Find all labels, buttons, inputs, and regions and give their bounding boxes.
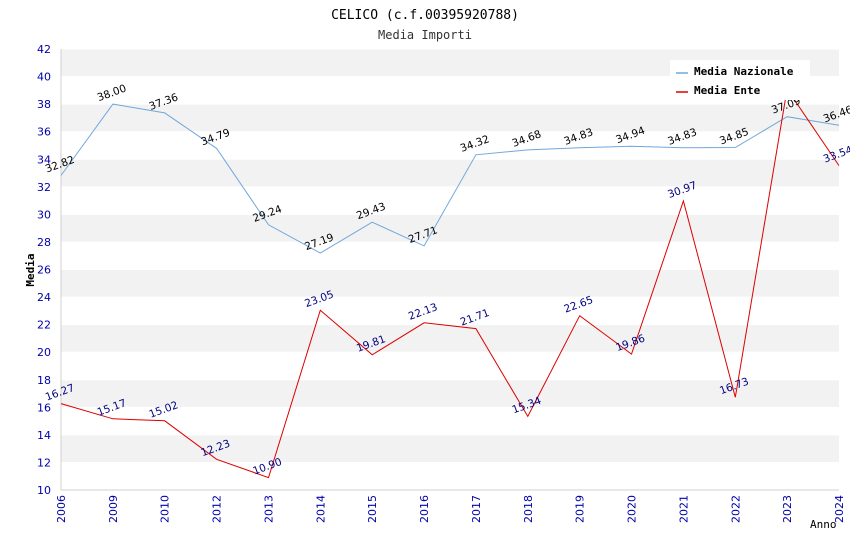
grid-band [61, 131, 839, 160]
x-tick-label: 2013 [262, 495, 275, 523]
grid-band [61, 407, 839, 435]
grid-band [61, 214, 839, 242]
y-tick-label: 18 [37, 374, 51, 387]
legend-label-media-ente: Media Ente [694, 84, 761, 97]
grid-band [61, 241, 839, 270]
series-line-media-ente [60, 87, 840, 479]
y-tick-label: 38 [37, 98, 51, 111]
grid-bands [61, 48, 839, 491]
grid-band [61, 352, 839, 380]
y-tick-label: 10 [37, 484, 51, 497]
x-tick-label: 2022 [729, 495, 742, 523]
y-tick-label: 36 [37, 126, 51, 139]
x-tick-label: 2024 [833, 495, 846, 523]
y-tick-label: 34 [37, 153, 51, 166]
x-tick-label: 2012 [211, 495, 224, 523]
legend-box [670, 60, 810, 100]
y-tick-label: 26 [37, 264, 51, 277]
grid-band [61, 159, 839, 187]
x-tick-label: 2019 [574, 495, 587, 523]
grid-band [61, 297, 839, 325]
x-tick-label: 2010 [159, 495, 172, 523]
x-tick-label: 2017 [470, 495, 483, 523]
y-tick-label: 28 [37, 236, 51, 249]
y-tick-label: 30 [37, 208, 51, 221]
y-tick-label: 32 [37, 181, 51, 194]
x-tick-label: 2023 [781, 495, 794, 523]
series-lines [60, 87, 840, 479]
y-tick-labels: 10 12 14 16 18 20 22 24 26 28 30 32 34 36 38 40 42 [37, 43, 51, 497]
x-tick-label: 2018 [522, 495, 535, 523]
grid-band [61, 379, 839, 408]
y-tick-label: 20 [37, 346, 51, 359]
axes [60, 49, 839, 491]
y-tick-label: 40 [37, 71, 51, 84]
y-tick-label: 22 [37, 319, 51, 332]
grid-band [61, 434, 839, 463]
legend-label-media-nazionale: Media Nazionale [694, 65, 794, 78]
x-tick-labels: 2006 2009 2010 2012 2013 2014 2015 2016 2017 2018… [55, 495, 846, 523]
x-tick-label: 2016 [418, 495, 431, 523]
y-tick-label: 14 [37, 429, 51, 442]
x-tick-label: 2020 [626, 495, 639, 523]
x-tick-label: 2015 [366, 495, 379, 523]
x-tick-label: 2021 [677, 495, 690, 523]
y-tick-label: 24 [37, 291, 51, 304]
chart-subtitle: Media Importi [378, 28, 472, 42]
chart-title: CELICO (c.f.00395920788) [331, 8, 519, 23]
grid-band [61, 324, 839, 353]
y-tick-label: 16 [37, 401, 51, 414]
grid-band [61, 462, 839, 490]
series-line-media-nazionale [60, 103, 840, 254]
x-tick-label: 2009 [107, 495, 120, 523]
x-tick-label: 2014 [314, 495, 327, 523]
x-axis-label: Anno [810, 518, 837, 531]
y-tick-label: 12 [37, 456, 51, 469]
y-tick-label: 42 [37, 43, 51, 56]
legend: Media Nazionale Media Ente [670, 60, 810, 100]
grid-band [61, 269, 839, 298]
grid-band [61, 104, 839, 132]
x-tick-label: 2006 [55, 495, 68, 523]
y-axis-label: Media [24, 253, 37, 286]
